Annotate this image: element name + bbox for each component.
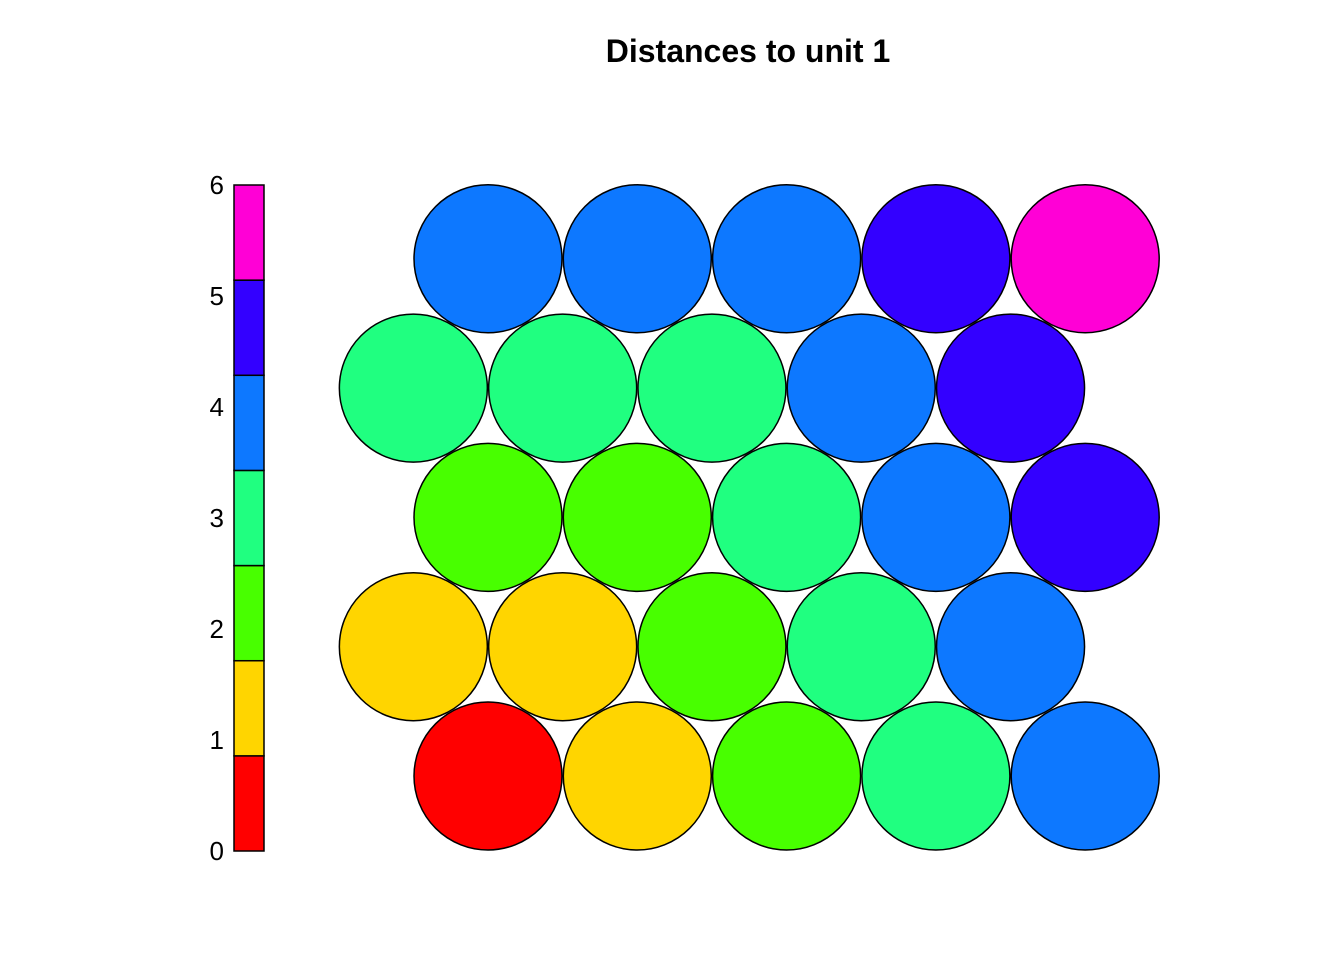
som-unit bbox=[413, 442, 563, 593]
legend-tick-label: 3 bbox=[210, 503, 224, 533]
som-unit bbox=[413, 701, 563, 851]
som-unit bbox=[1010, 701, 1160, 851]
som-unit bbox=[935, 571, 1086, 722]
som-unit bbox=[413, 184, 563, 334]
som-unit bbox=[861, 184, 1011, 334]
som-unit bbox=[1010, 442, 1160, 593]
som-unit bbox=[711, 701, 862, 851]
legend-tick-label: 6 bbox=[210, 170, 224, 200]
som-unit bbox=[935, 313, 1086, 463]
som-unit bbox=[1010, 184, 1160, 334]
legend-tick-label: 1 bbox=[210, 725, 224, 755]
som-unit bbox=[711, 442, 862, 593]
som-unit bbox=[562, 184, 713, 334]
legend-swatch bbox=[233, 184, 265, 281]
som-unit bbox=[338, 313, 489, 463]
legend-swatch bbox=[233, 374, 265, 472]
som-unit bbox=[637, 313, 787, 463]
som-unit bbox=[562, 442, 713, 593]
som-unit bbox=[487, 313, 638, 463]
legend-swatch bbox=[233, 279, 265, 377]
legend-tick-label: 4 bbox=[210, 392, 224, 422]
som-unit bbox=[338, 571, 489, 722]
legend-swatch bbox=[233, 564, 265, 662]
som-units bbox=[338, 184, 1160, 851]
legend-swatch bbox=[233, 755, 265, 852]
chart-title: Distances to unit 1 bbox=[606, 33, 891, 69]
legend-tick-label: 2 bbox=[210, 614, 224, 644]
som-unit bbox=[637, 571, 787, 722]
legend-swatch bbox=[233, 469, 265, 567]
som-unit bbox=[786, 313, 936, 463]
som-unit bbox=[786, 571, 936, 722]
som-unit bbox=[861, 701, 1011, 851]
som-unit bbox=[487, 571, 638, 722]
som-unit bbox=[861, 442, 1011, 593]
som-unit bbox=[562, 701, 713, 851]
legend-tick-label: 5 bbox=[210, 281, 224, 311]
legend-tick-label: 0 bbox=[210, 836, 224, 866]
color-legend: 0 1 2 3 4 5 6 bbox=[210, 170, 265, 866]
som-unit bbox=[711, 184, 862, 334]
legend-swatch bbox=[233, 659, 265, 757]
